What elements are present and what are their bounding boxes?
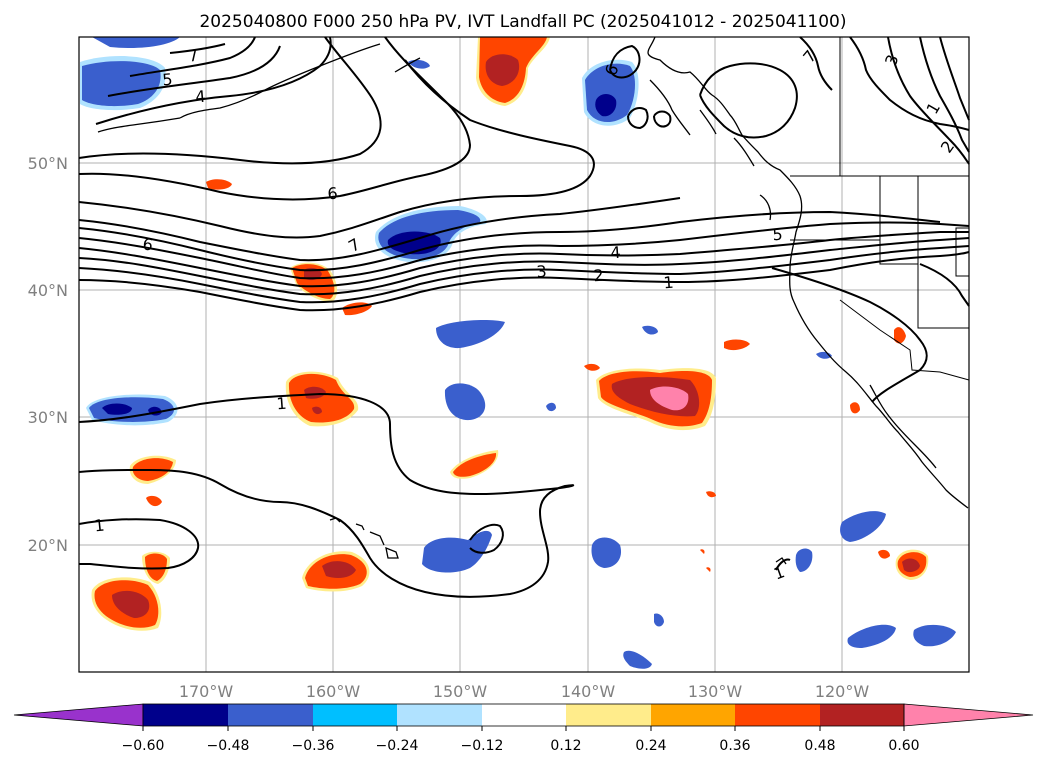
map-panel: 7 5 4 6 6 7 5 4 3 2 1 1 1 6 1 3 2 1 7 <box>78 36 970 673</box>
contour-label: 6 <box>141 234 154 254</box>
gridlines <box>79 37 969 672</box>
contour-label: 1 <box>93 516 105 536</box>
contour-label: 4 <box>610 243 621 263</box>
colorbar-tick-label: −0.60 <box>122 738 165 754</box>
colorbar-segment <box>735 704 820 726</box>
lat-tick-label: 40°N <box>28 281 68 300</box>
lon-tick-label: 120°W <box>815 682 870 701</box>
contour-label: 1 <box>663 273 674 293</box>
figure-title: 2025040800 F000 250 hPa PV, IVT Landfall… <box>199 12 846 32</box>
contour-labels: 7 5 4 6 6 7 5 4 3 2 1 1 1 6 1 3 2 1 7 <box>93 45 958 583</box>
longitude-tick-labels: 170°W 160°W 150°W 140°W 130°W 120°W <box>179 682 870 701</box>
colorbar-tick-label: −0.48 <box>207 738 250 754</box>
colorbar-tick-label: 0.60 <box>888 738 919 754</box>
lon-tick-label: 160°W <box>306 682 361 701</box>
map-frame <box>78 36 970 673</box>
colorbar-segment <box>820 704 904 726</box>
colorbar-segment <box>313 704 397 726</box>
colorbar-segment <box>143 704 228 726</box>
colorbar-tick-label: −0.12 <box>461 738 504 754</box>
lat-tick-label: 50°N <box>28 154 68 173</box>
contour-label: 1 <box>276 394 287 414</box>
contour-label: 7 <box>187 45 200 65</box>
colorbar-segment <box>651 704 735 726</box>
lon-tick-label: 140°W <box>561 682 616 701</box>
colorbar-tick-label: 0.48 <box>804 738 835 754</box>
coastlines <box>97 36 969 565</box>
colorbar: −0.60 −0.48 −0.36 −0.24 −0.12 0.12 0.24 … <box>13 703 1034 754</box>
colorbar-tick-label: 0.24 <box>635 738 666 754</box>
colorbar-tick-label: 0.36 <box>719 738 750 754</box>
lon-tick-label: 150°W <box>433 682 488 701</box>
colorbar-segment <box>482 704 566 726</box>
lon-tick-label: 170°W <box>179 682 234 701</box>
colorbar-ticks <box>142 726 905 731</box>
colorbar-tick-label: 0.12 <box>550 738 581 754</box>
colorbar-segment <box>228 704 313 726</box>
lat-tick-label: 20°N <box>28 536 68 555</box>
lon-tick-label: 130°W <box>688 682 743 701</box>
colorbar-extend-high <box>903 703 1034 727</box>
contour-label: 5 <box>772 225 783 245</box>
colorbar-tick-label: −0.24 <box>376 738 419 754</box>
colorbar-tick-label: −0.36 <box>292 738 335 754</box>
contour-label: 4 <box>195 87 207 107</box>
contour-label: 6 <box>327 184 338 204</box>
lat-tick-label: 30°N <box>28 408 68 427</box>
contour-label: 5 <box>162 70 174 90</box>
contour-label: 3 <box>536 262 547 282</box>
contour-label: 2 <box>593 266 604 286</box>
pv-positive-fills <box>91 37 929 631</box>
colorbar-segment <box>566 704 651 726</box>
colorbar-segment <box>397 704 482 726</box>
colorbar-extend-low <box>13 703 144 727</box>
latitude-tick-labels: 20°N 30°N 40°N 50°N <box>28 154 68 555</box>
ivt-contours <box>78 36 970 598</box>
